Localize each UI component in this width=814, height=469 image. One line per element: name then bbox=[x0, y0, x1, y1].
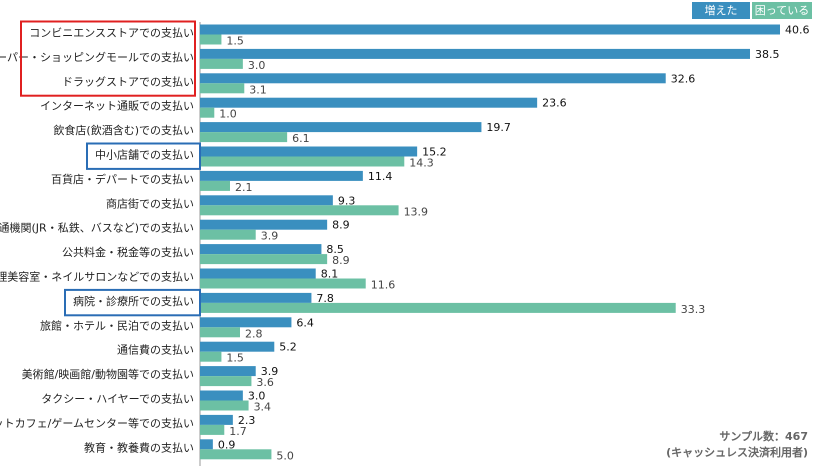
value-label-troubled: 3.0 bbox=[248, 59, 266, 72]
bar-troubled bbox=[200, 327, 240, 338]
bar-troubled bbox=[200, 83, 245, 94]
value-label-increased: 15.2 bbox=[422, 146, 447, 159]
value-label-troubled: 5.0 bbox=[276, 449, 294, 462]
legend-troubled: 困っている bbox=[752, 2, 812, 19]
bar-increased bbox=[200, 390, 243, 401]
value-label-increased: 2.3 bbox=[238, 414, 256, 427]
value-label-increased: 7.8 bbox=[316, 292, 334, 305]
category-label: 公共料金・税金等の支払い bbox=[62, 245, 194, 259]
category-label: 中小店舗での支払い bbox=[95, 148, 194, 162]
bar-increased bbox=[200, 48, 750, 59]
value-label-troubled: 13.9 bbox=[404, 205, 429, 218]
bar-increased bbox=[200, 219, 328, 230]
bar-troubled bbox=[200, 254, 328, 265]
category-label: スーパー・ショッピングモールでの支払い bbox=[0, 50, 194, 64]
value-label-troubled: 1.5 bbox=[226, 352, 244, 365]
bar-troubled bbox=[200, 107, 215, 118]
value-label-increased: 23.6 bbox=[542, 97, 567, 110]
bar-increased bbox=[200, 366, 256, 377]
value-label-troubled: 1.7 bbox=[229, 425, 247, 438]
bar-troubled bbox=[200, 205, 399, 216]
highlight-box bbox=[64, 288, 201, 317]
value-label-increased: 9.3 bbox=[338, 194, 356, 207]
bar-increased bbox=[200, 341, 275, 352]
bar-troubled bbox=[200, 132, 288, 143]
bar-increased bbox=[200, 24, 780, 35]
value-label-troubled: 3.4 bbox=[254, 401, 271, 414]
value-label-increased: 6.4 bbox=[296, 316, 314, 329]
value-label-troubled: 14.3 bbox=[409, 157, 434, 170]
value-label-increased: 5.2 bbox=[279, 341, 297, 354]
value-label-troubled: 2.8 bbox=[245, 327, 263, 340]
bar-troubled bbox=[200, 400, 249, 411]
legend-increased: 増えた bbox=[692, 2, 750, 19]
value-label-troubled: 1.0 bbox=[219, 108, 237, 121]
bar-increased bbox=[200, 292, 312, 303]
bar-troubled bbox=[200, 376, 252, 387]
highlight-box bbox=[86, 142, 201, 170]
value-label-increased: 3.0 bbox=[248, 390, 266, 403]
value-label-increased: 40.6 bbox=[785, 24, 810, 37]
value-label-troubled: 11.6 bbox=[371, 279, 396, 292]
value-label-troubled: 33.3 bbox=[681, 303, 706, 316]
category-label: コンビニエンスストアでの支払い bbox=[29, 26, 194, 40]
category-label: 交通機関(JR・私鉄、バスなど)での支払い bbox=[0, 221, 194, 235]
bar-troubled bbox=[200, 302, 676, 313]
value-label-troubled: 2.1 bbox=[235, 181, 253, 194]
bar-increased bbox=[200, 439, 213, 450]
bar-increased bbox=[200, 73, 666, 84]
value-label-increased: 19.7 bbox=[486, 121, 511, 134]
value-label-increased: 8.1 bbox=[321, 268, 339, 281]
value-label-troubled: 6.1 bbox=[292, 132, 310, 145]
sample-size-note: サンプル数：467 bbox=[719, 430, 808, 443]
value-label-troubled: 8.9 bbox=[332, 254, 350, 267]
bar-troubled bbox=[200, 351, 222, 362]
bar-increased bbox=[200, 244, 322, 255]
category-label: インターネット通販での支払い bbox=[40, 99, 194, 113]
bar-increased bbox=[200, 97, 538, 108]
category-label: ネットカフェ/ゲームセンター等での支払い bbox=[0, 416, 194, 430]
value-label-increased: 11.4 bbox=[368, 170, 393, 183]
value-label-increased: 32.6 bbox=[671, 72, 696, 85]
category-label: 飲食店(飲酒含む)での支払い bbox=[53, 123, 194, 137]
category-label: 百貨店・デパートでの支払い bbox=[51, 172, 194, 186]
category-label: タクシー・ハイヤーでの支払い bbox=[41, 392, 194, 406]
bar-increased bbox=[200, 122, 482, 133]
value-label-troubled: 3.6 bbox=[256, 376, 274, 389]
bar-increased bbox=[200, 268, 316, 279]
bar-troubled bbox=[200, 180, 230, 191]
value-label-increased: 0.9 bbox=[218, 438, 236, 451]
value-label-increased: 8.9 bbox=[332, 219, 350, 232]
bar-increased bbox=[200, 146, 418, 157]
bar-increased bbox=[200, 414, 233, 425]
value-label-troubled: 3.9 bbox=[261, 230, 279, 243]
bar-troubled bbox=[200, 156, 405, 167]
category-label: 教育・教養費の支払い bbox=[84, 440, 194, 454]
value-label-increased: 8.5 bbox=[326, 243, 344, 256]
category-label: 美術館/映画館/動物園等での支払い bbox=[22, 367, 194, 381]
bar-troubled bbox=[200, 424, 225, 435]
bar-increased bbox=[200, 170, 363, 181]
category-label: 通信費の支払い bbox=[117, 343, 194, 357]
category-label: 理美容室・ネイルサロンなどでの支払い bbox=[0, 270, 194, 284]
value-label-troubled: 3.1 bbox=[249, 83, 266, 96]
value-label-increased: 38.5 bbox=[755, 48, 780, 61]
category-label: 旅館・ホテル・民泊での支払い bbox=[40, 318, 194, 332]
sample-description-note: (キャッシュレス決済利用者) bbox=[666, 446, 808, 459]
bar-increased bbox=[200, 317, 292, 328]
value-label-troubled: 1.5 bbox=[226, 35, 244, 48]
value-label-increased: 3.9 bbox=[261, 365, 279, 378]
bar-troubled bbox=[200, 58, 243, 69]
highlight-box bbox=[20, 20, 196, 97]
bar-troubled bbox=[200, 229, 256, 240]
category-label: 病院・診療所での支払い bbox=[73, 294, 194, 308]
category-label: ドラッグストアでの支払い bbox=[62, 74, 194, 88]
category-label: 商店街での支払い bbox=[106, 196, 194, 210]
bar-troubled bbox=[200, 34, 222, 45]
bar-increased bbox=[200, 195, 333, 206]
bar-troubled bbox=[200, 278, 366, 289]
bar-troubled bbox=[200, 449, 272, 460]
